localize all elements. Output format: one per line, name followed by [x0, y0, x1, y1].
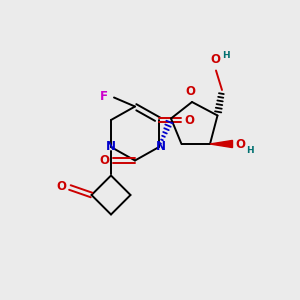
Text: N: N [155, 140, 166, 154]
Text: N: N [106, 140, 116, 154]
Text: H: H [246, 146, 253, 155]
Text: O: O [184, 113, 194, 127]
Text: O: O [235, 137, 245, 151]
Polygon shape [210, 140, 233, 148]
Text: O: O [185, 85, 196, 98]
Text: O: O [100, 154, 110, 167]
Text: O: O [210, 53, 220, 66]
Text: O: O [56, 179, 66, 193]
Text: F: F [100, 89, 108, 103]
Text: H: H [223, 51, 230, 60]
